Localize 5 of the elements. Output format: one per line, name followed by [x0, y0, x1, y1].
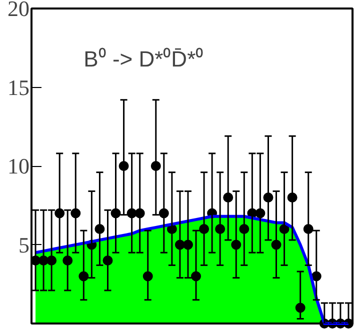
y-tick-label: 10: [8, 154, 30, 178]
y-tick-label: 5: [18, 232, 30, 258]
annotation: B⁰ -> D*⁰D̄*⁰: [84, 46, 204, 72]
y-tick-label: 20: [8, 0, 30, 21]
y-tick-label: 15: [8, 74, 30, 100]
